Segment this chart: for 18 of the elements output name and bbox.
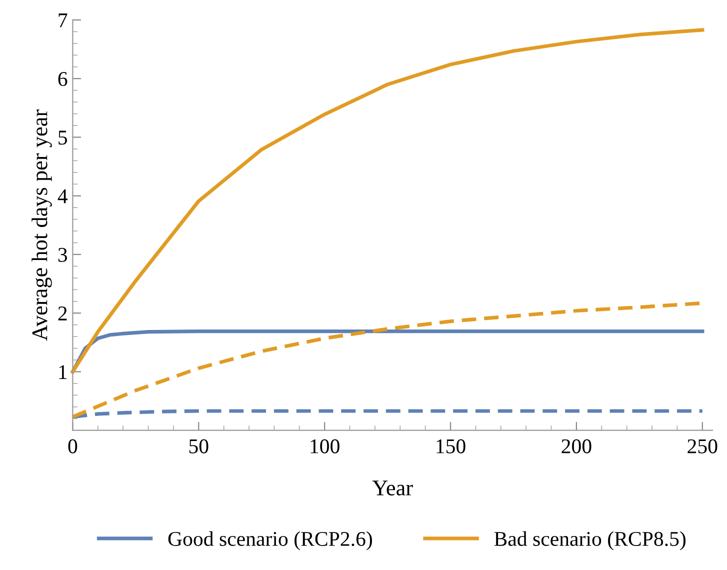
y-tick-label: 3 bbox=[58, 248, 68, 262]
line-series bbox=[70, 28, 704, 374]
y-axis-title: Average hot days per year bbox=[32, 110, 52, 341]
legend-label: Good scenario (RCP2.6) bbox=[168, 531, 372, 550]
legend-label: Bad scenario (RCP8.5) bbox=[494, 531, 686, 550]
x-tick-label: 250 bbox=[688, 439, 718, 454]
x-tick-label: 150 bbox=[436, 439, 466, 454]
y-tick-label: 1 bbox=[59, 365, 67, 379]
x-tick-label: 50 bbox=[189, 439, 208, 454]
x-tick-label: 0 bbox=[68, 439, 78, 454]
x-tick-label: 100 bbox=[310, 439, 340, 454]
y-tick-label: 2 bbox=[58, 306, 67, 320]
x-tick-label: 200 bbox=[562, 439, 592, 454]
y-tick-label: 5 bbox=[58, 130, 68, 145]
x-axis-title: Year bbox=[372, 480, 413, 496]
y-tick-label: 7 bbox=[58, 14, 68, 28]
y-tick-label: 6 bbox=[58, 72, 68, 86]
y-tick-label: 4 bbox=[58, 189, 68, 204]
